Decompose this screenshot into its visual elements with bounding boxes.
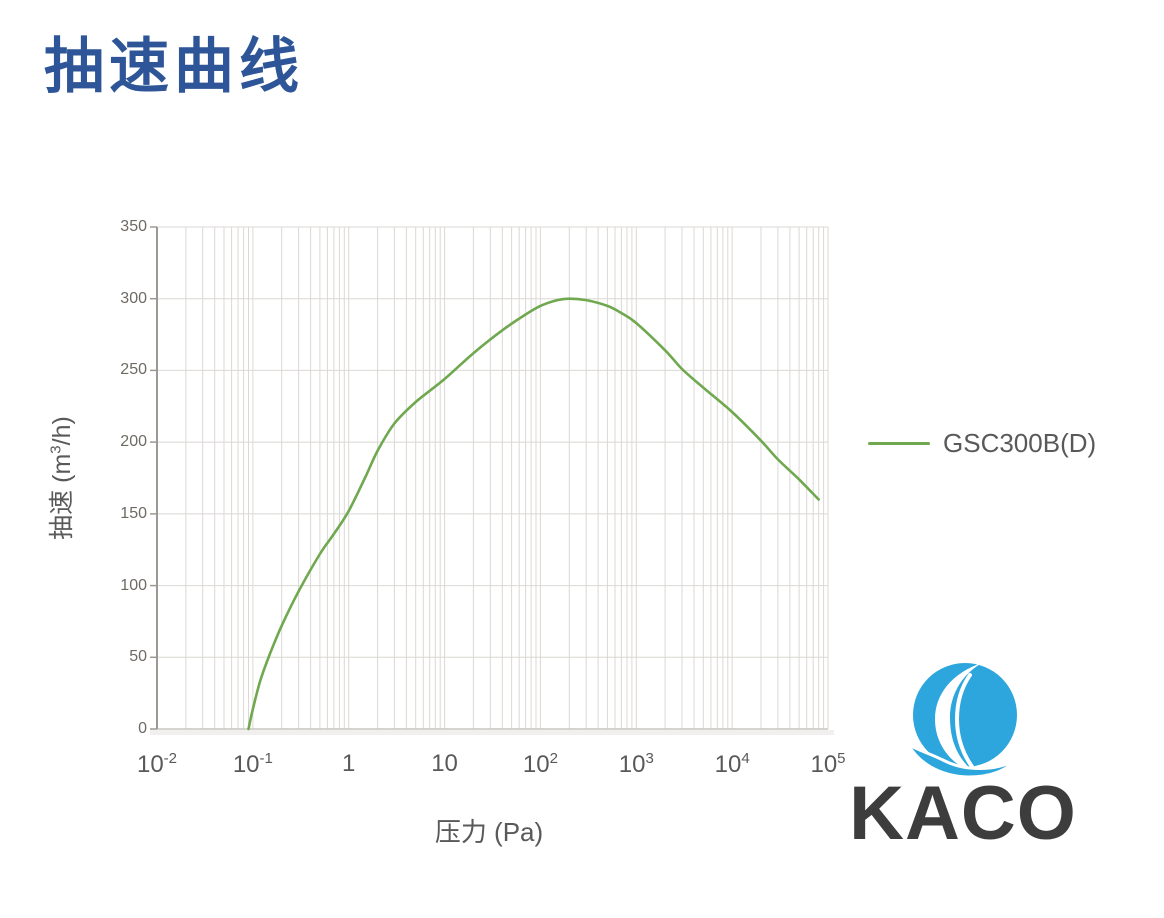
y-tick-label: 150 bbox=[120, 504, 147, 522]
y-tick-label: 200 bbox=[120, 433, 147, 451]
x-tick-label: 1 bbox=[342, 750, 356, 777]
x-tick-label: 102 bbox=[522, 750, 558, 778]
y-tick-label: 250 bbox=[120, 361, 147, 379]
x-tick-label: 10-1 bbox=[232, 750, 273, 778]
x-axis-title: 压力 (Pa) bbox=[434, 817, 544, 847]
legend-line-swatch bbox=[868, 442, 930, 445]
legend-series-label: GSC300B(D) bbox=[943, 428, 1097, 458]
x-tick-label: 103 bbox=[618, 750, 654, 778]
y-axis-title: 抽速 (m3/h) bbox=[42, 358, 76, 598]
x-tick-label: 105 bbox=[810, 750, 846, 778]
y-axis-title-pre: 抽速 (m bbox=[48, 453, 76, 540]
y-tick-label: 0 bbox=[138, 720, 147, 737]
x-tick-label: 104 bbox=[714, 750, 750, 778]
y-tick-label: 350 bbox=[120, 218, 147, 235]
y-tick-label: 50 bbox=[129, 648, 147, 666]
y-axis-title-post: /h) bbox=[48, 416, 76, 446]
kaco-globe-wave-icon bbox=[906, 662, 1017, 779]
y-tick-label: 300 bbox=[120, 289, 147, 307]
y-tick-label: 100 bbox=[120, 576, 147, 594]
y-axis-title-sup: 3 bbox=[47, 445, 65, 454]
series-curve bbox=[247, 297, 820, 731]
logo-text: KACO bbox=[849, 771, 1077, 856]
x-tick-label: 10-2 bbox=[136, 750, 178, 778]
page-title: 抽速曲线 bbox=[44, 33, 304, 100]
x-tick-label: 10 bbox=[431, 750, 458, 777]
chart-legend: GSC300B(D) bbox=[868, 428, 1096, 459]
